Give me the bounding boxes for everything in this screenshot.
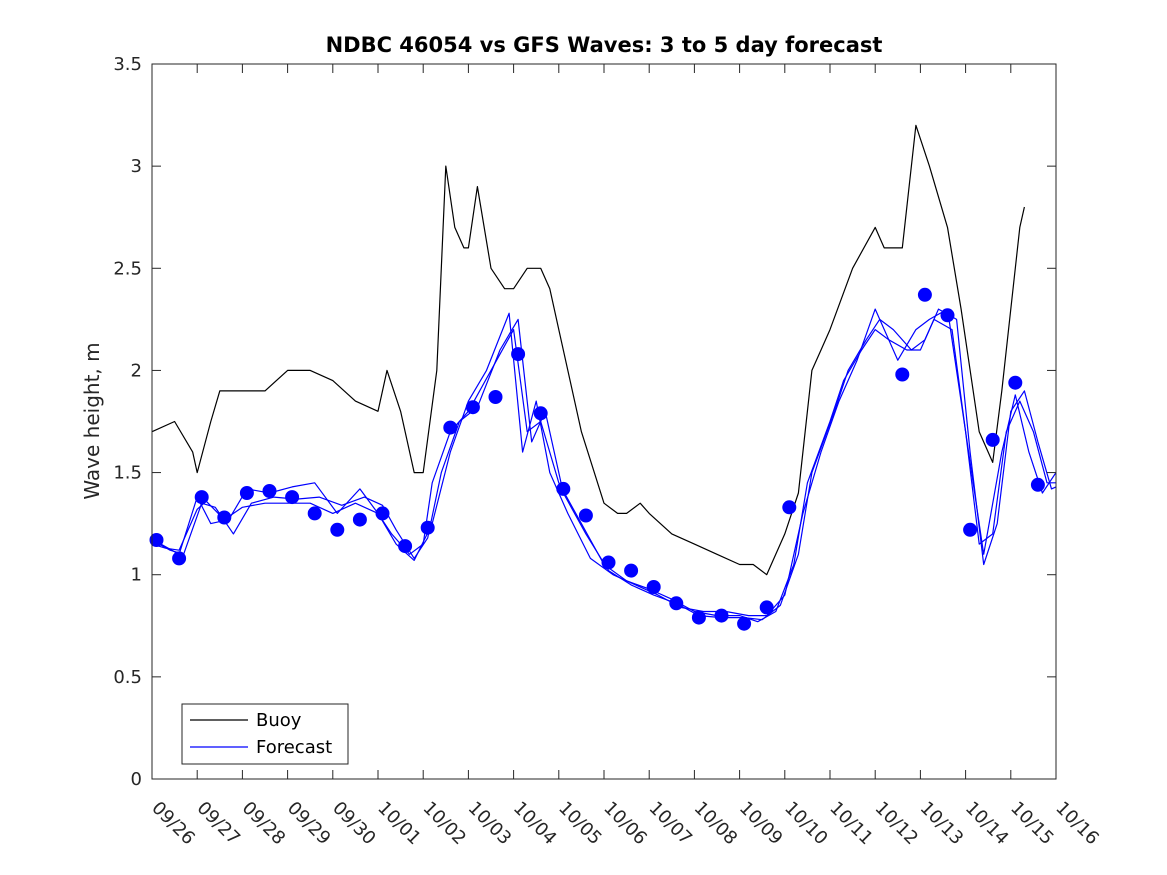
forecast-marker bbox=[782, 500, 797, 515]
forecast-marker bbox=[420, 520, 435, 535]
forecast-marker bbox=[714, 608, 729, 623]
forecast-marker bbox=[895, 367, 910, 382]
forecast-marker bbox=[1008, 375, 1023, 390]
legend-forecast-label: Forecast bbox=[256, 737, 332, 758]
y-tick-label: 2.5 bbox=[113, 258, 142, 279]
y-tick-label: 0 bbox=[131, 769, 142, 790]
forecast-marker bbox=[578, 508, 593, 523]
forecast-marker bbox=[601, 555, 616, 570]
legend-box bbox=[181, 703, 349, 765]
legend-buoy-label: Buoy bbox=[256, 710, 302, 731]
forecast-marker bbox=[985, 432, 1000, 447]
forecast-marker bbox=[556, 481, 571, 496]
forecast-marker bbox=[917, 287, 932, 302]
y-tick-label: 2 bbox=[131, 360, 142, 381]
forecast-marker bbox=[646, 580, 661, 594]
forecast-marker bbox=[669, 596, 684, 611]
forecast-marker bbox=[398, 539, 413, 554]
forecast-marker bbox=[465, 400, 480, 415]
forecast-marker bbox=[443, 420, 458, 435]
forecast-marker bbox=[217, 510, 232, 525]
forecast-marker bbox=[691, 610, 706, 625]
forecast-marker bbox=[488, 390, 503, 404]
forecast-marker bbox=[307, 506, 322, 521]
marker-layer bbox=[149, 287, 1045, 631]
forecast-marker bbox=[330, 522, 345, 537]
forecast-marker bbox=[352, 512, 367, 527]
forecast-series-line-3 bbox=[160, 308, 1057, 617]
forecast-marker bbox=[262, 484, 277, 498]
forecast-marker bbox=[759, 600, 774, 615]
y-tick-label: 3.5 bbox=[113, 54, 142, 75]
forecast-marker bbox=[375, 506, 390, 521]
forecast-marker bbox=[149, 533, 164, 547]
chart-title: NDBC 46054 vs GFS Waves: 3 to 5 day fore… bbox=[326, 33, 883, 57]
forecast-marker bbox=[285, 490, 300, 505]
y-tick-label: 1 bbox=[131, 565, 142, 586]
y-tick-label: 0.5 bbox=[113, 667, 142, 688]
forecast-marker bbox=[963, 522, 978, 537]
y-axis-label: Wave height, m bbox=[80, 342, 104, 499]
y-axis: 0 0.5 1 1.5 2 2.5 3 3.5 bbox=[113, 54, 1056, 790]
axes-background bbox=[152, 64, 1056, 779]
forecast-marker bbox=[511, 347, 526, 362]
forecast-marker bbox=[940, 308, 955, 323]
forecast-marker bbox=[194, 490, 209, 505]
buoy-series-line bbox=[151, 124, 1025, 576]
y-tick-label: 1.5 bbox=[113, 463, 142, 484]
forecast-marker bbox=[533, 406, 548, 421]
plot-area bbox=[149, 63, 1057, 780]
y-tick-label: 3 bbox=[131, 156, 142, 177]
legend: Buoy Forecast bbox=[181, 703, 349, 765]
forecast-marker bbox=[1030, 477, 1045, 492]
forecast-marker bbox=[239, 486, 254, 500]
forecast-marker bbox=[737, 616, 752, 631]
forecast-marker bbox=[624, 563, 639, 578]
forecast-marker bbox=[172, 551, 187, 566]
